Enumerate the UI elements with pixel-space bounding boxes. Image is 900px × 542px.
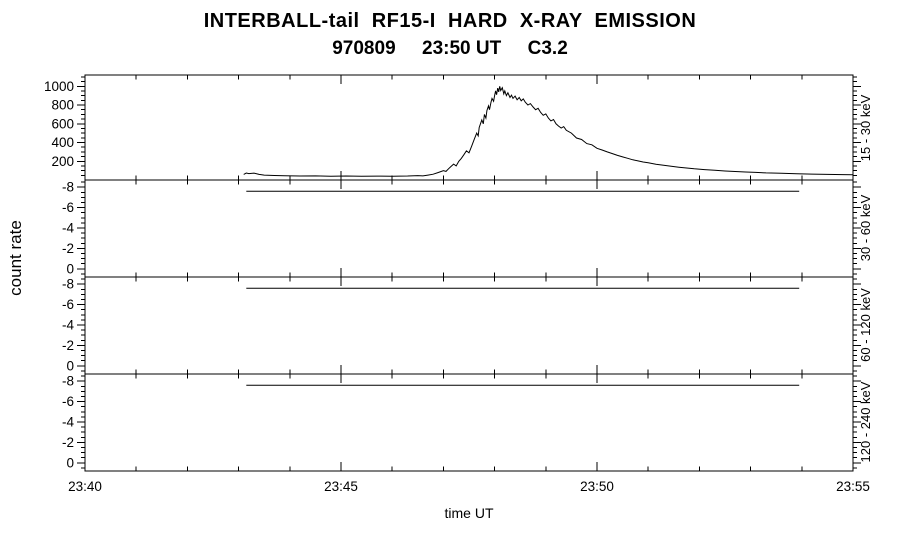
y-tick-label: 0 (66, 261, 74, 276)
y-tick-label: 400 (51, 135, 74, 150)
panel-right-label-120-240-kev: 120 - 240 keV (858, 381, 873, 463)
x-axis-label: time UT (444, 505, 494, 521)
y-tick-label: -4 (62, 414, 74, 429)
chart-subtitle: 970809 23:50 UT C3.2 (332, 38, 568, 59)
y-tick-label: -2 (62, 435, 74, 450)
panel-frame-1 (84, 179, 854, 278)
x-tick-label: 23:45 (324, 479, 358, 494)
y-tick-label: -4 (62, 317, 74, 332)
series-0 (243, 86, 854, 177)
panel-frame-0 (84, 74, 854, 181)
panel-frame-2 (84, 276, 854, 375)
y-tick-label: -6 (62, 297, 74, 312)
x-tick-label: 23:40 (68, 479, 102, 494)
y-tick-label: -4 (62, 220, 74, 235)
y-tick-label: 0 (66, 358, 74, 373)
y-tick-label: 600 (51, 116, 74, 131)
x-tick-label: 23:50 (580, 479, 614, 494)
y-tick-label: 0 (66, 455, 74, 470)
y-tick-label: -8 (62, 374, 74, 389)
y-tick-label: -6 (62, 200, 74, 215)
y-tick-label: 1000 (44, 79, 74, 94)
y-tick-label: 200 (51, 154, 74, 169)
y-tick-label: -8 (62, 277, 74, 292)
y-axis-label: count rate (6, 220, 25, 296)
chart-title: INTERBALL-tail RF15-I HARD X-RAY EMISSIO… (203, 10, 697, 32)
y-tick-label: -2 (62, 338, 74, 353)
y-tick-label: -2 (62, 241, 74, 256)
y-tick-label: -6 (62, 394, 74, 409)
y-tick-label: -8 (62, 180, 74, 195)
y-tick-label: 800 (51, 98, 74, 113)
x-tick-label: 23:55 (836, 479, 870, 494)
panel-frame-3 (84, 373, 854, 472)
